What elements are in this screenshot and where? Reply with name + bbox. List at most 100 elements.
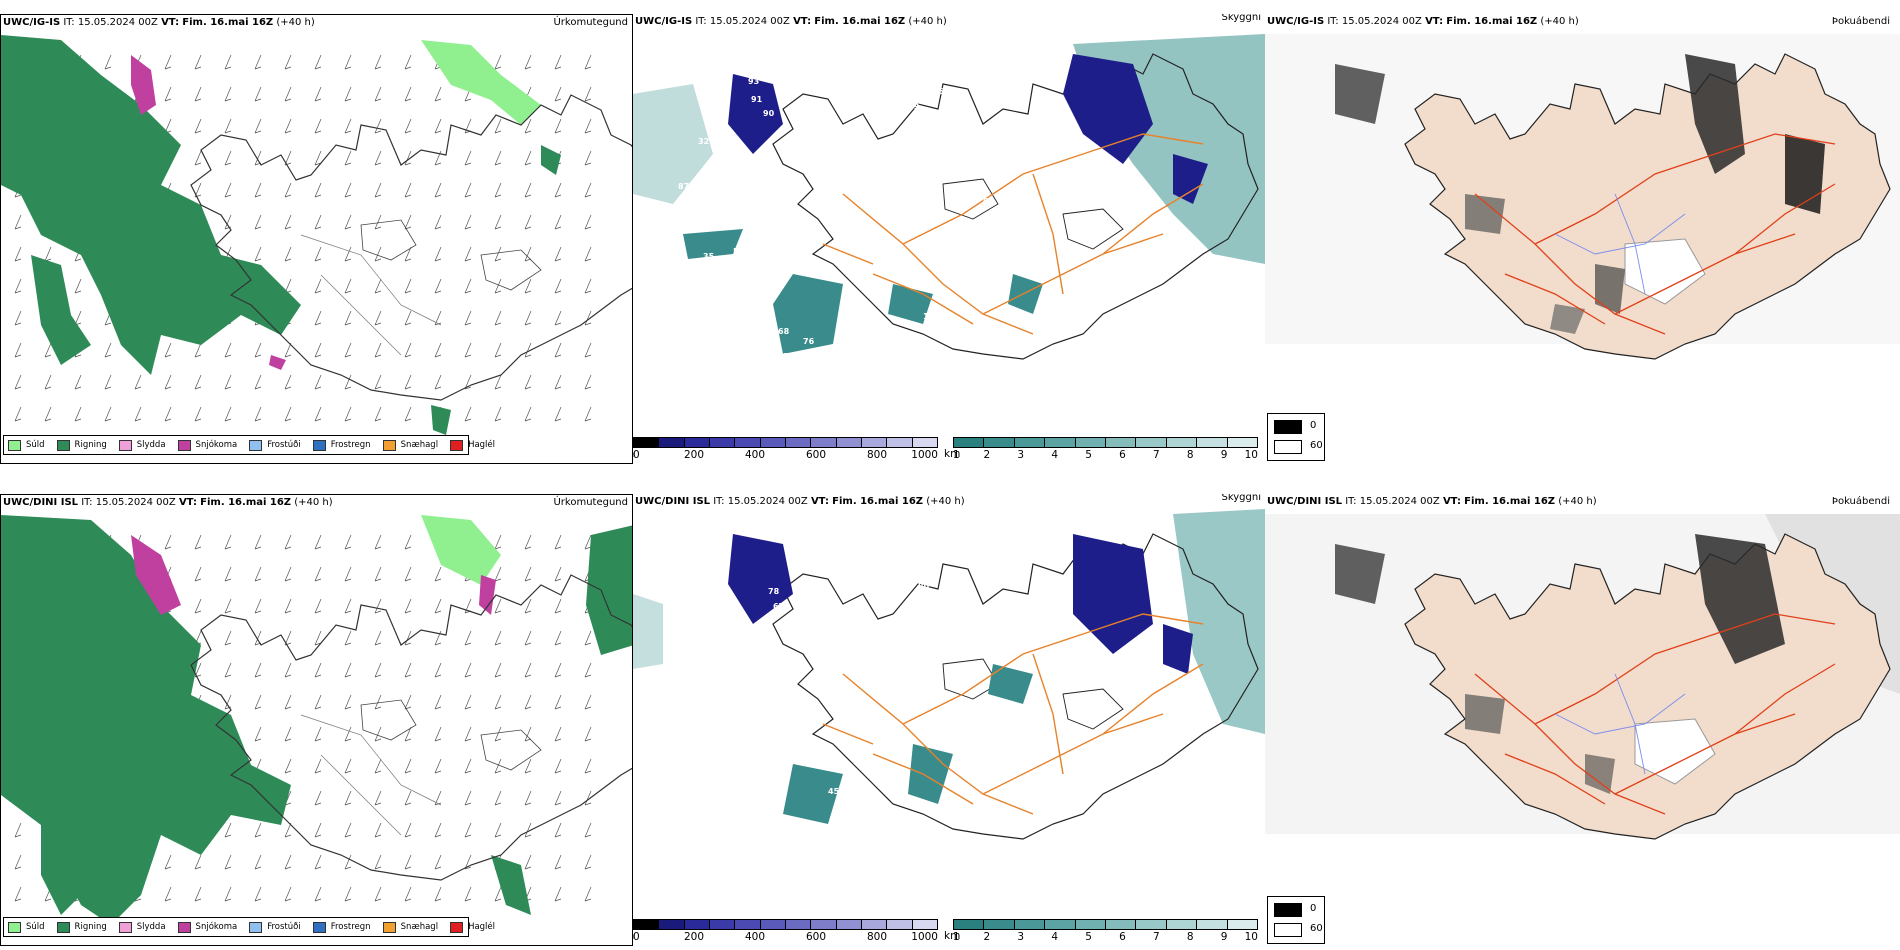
wind-barb: [284, 246, 292, 262]
cloud-base-value: 68: [868, 362, 880, 371]
wind-barb-feather: [584, 802, 592, 806]
iceland-outline: [190, 574, 632, 881]
wind-barb-feather: [554, 98, 562, 102]
wind-barb-feather: [494, 770, 502, 774]
cloud-base-value: 93: [748, 77, 759, 86]
wind-barb-feather: [194, 194, 202, 198]
precip-legend-label: Snjókoma: [195, 440, 238, 450]
wind-barb-feather: [254, 706, 262, 710]
cloud-base-scale-cell: [735, 920, 761, 929]
precip-legend-item: Snjókoma: [177, 921, 237, 933]
wind-barb: [434, 566, 442, 582]
wind-barb-feather: [524, 866, 532, 870]
wind-barb-feather: [344, 738, 352, 742]
wind-barb-feather: [164, 386, 172, 390]
wind-barb-feather: [224, 194, 232, 198]
wind-barb-feather: [344, 898, 352, 902]
wind-barb: [164, 406, 172, 422]
wind-barb: [254, 598, 262, 614]
wind-barb: [554, 214, 562, 230]
wind-barb: [494, 406, 502, 422]
wind-barb-feather: [374, 322, 382, 326]
wind-barb-feather: [584, 706, 592, 710]
wind-barb: [464, 278, 472, 294]
wind-barb: [344, 758, 352, 774]
wind-barb: [584, 630, 592, 646]
wind-barb-feather: [14, 226, 22, 230]
wind-barb: [14, 886, 22, 902]
cloud-base-value: 63: [938, 87, 949, 96]
wind-barb: [434, 726, 442, 742]
wind-barb-feather: [164, 418, 172, 422]
wind-barb-feather: [584, 354, 592, 358]
wind-barb-feather: [284, 98, 292, 102]
wind-barb-feather: [314, 866, 322, 870]
wind-barb: [494, 182, 502, 198]
wind-barb-feather: [374, 354, 382, 358]
wind-barb-feather: [464, 418, 472, 422]
wind-barb-feather: [194, 66, 202, 70]
wind-barb: [464, 246, 472, 262]
wind-barb-feather: [344, 322, 352, 326]
wind-barb-feather: [464, 674, 472, 678]
wind-barb: [434, 662, 442, 678]
visibility-scale-cell: [1045, 438, 1076, 447]
wind-barb: [404, 726, 412, 742]
visibility-scale-unit: km: [944, 448, 961, 460]
wind-barb-feather: [344, 706, 352, 710]
cloud-base-colorbar: m0 200 400 600 800 1000: [633, 919, 938, 945]
wind-barb: [314, 150, 322, 166]
wind-barb: [554, 662, 562, 678]
wind-barb-feather: [434, 130, 442, 134]
wind-barb-feather: [464, 642, 472, 646]
wind-barb: [554, 118, 562, 134]
wind-barb-feather: [254, 578, 262, 582]
wind-barb: [164, 86, 172, 102]
wind-barb-feather: [464, 258, 472, 262]
precip-legend-label: Snæhagl: [400, 440, 439, 450]
wind-barb-feather: [314, 674, 322, 678]
wind-barb: [524, 662, 532, 678]
wind-barb: [494, 54, 502, 70]
wind-barb: [584, 886, 592, 902]
wind-barb-feather: [524, 770, 532, 774]
cloud-base-value: 108: [923, 632, 940, 641]
fog-shading: [1335, 534, 1785, 794]
wind-barb: [434, 278, 442, 294]
wind-barb-feather: [494, 898, 502, 902]
wind-barb: [554, 822, 562, 838]
wind-barb-feather: [584, 258, 592, 262]
wind-barb: [314, 534, 322, 550]
wind-barb-feather: [224, 834, 232, 838]
wind-barb: [374, 54, 382, 70]
wind-barb-feather: [464, 802, 472, 806]
precip-legend-swatch: [177, 921, 191, 933]
wind-barb-feather: [464, 322, 472, 326]
wind-barb-feather: [374, 738, 382, 742]
wind-barb-feather: [434, 194, 442, 198]
visibility-scale-cell: [1166, 438, 1198, 447]
fog-legend-top-label: 0: [1310, 420, 1317, 431]
wind-barb-feather: [374, 802, 382, 806]
wind-barb-feather: [314, 386, 322, 390]
wind-barb-feather: [584, 290, 592, 294]
wind-barb-feather: [404, 322, 412, 326]
wind-barb-feather: [464, 738, 472, 742]
visibility-scale-cell: [1227, 920, 1258, 929]
precip-legend-swatch: [249, 921, 263, 933]
wind-barb-feather: [434, 802, 442, 806]
wind-barb-feather: [374, 866, 382, 870]
wind-barb-feather: [224, 706, 232, 710]
wind-barb: [104, 342, 112, 358]
wind-barb-feather: [284, 418, 292, 422]
cloud-base-value: 60: [968, 162, 980, 171]
wind-barb: [344, 630, 352, 646]
wind-barb: [254, 246, 262, 262]
wind-barb: [254, 118, 262, 134]
wind-barb-feather: [104, 322, 112, 326]
cloud-base-value: 45: [828, 787, 840, 796]
wind-barb-feather: [344, 674, 352, 678]
wind-barb: [554, 310, 562, 326]
wind-barb-feather: [464, 834, 472, 838]
